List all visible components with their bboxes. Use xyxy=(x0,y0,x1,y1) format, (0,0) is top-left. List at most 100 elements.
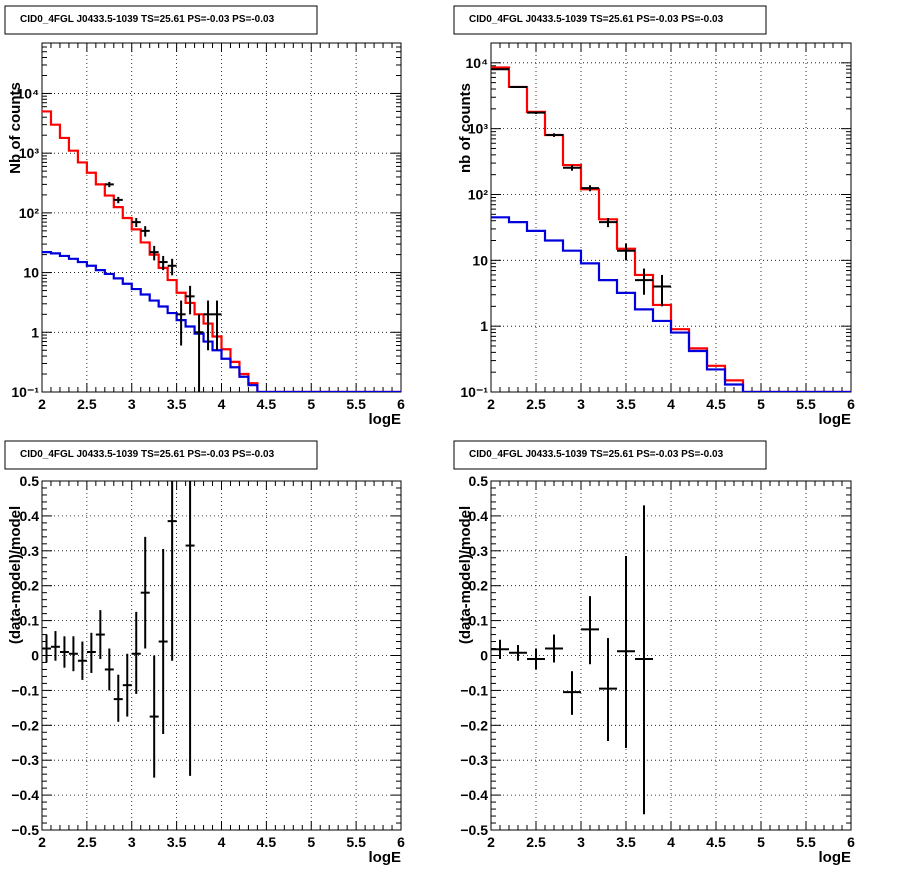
y-tick-label: −0.1 xyxy=(11,682,39,698)
x-axis-title: logE xyxy=(369,411,402,428)
data-point xyxy=(122,653,132,717)
y-axis-title: Nb of counts xyxy=(7,82,24,174)
y-tick-label: 10 xyxy=(23,265,39,281)
axis-ticks xyxy=(490,480,852,831)
data-point xyxy=(527,648,545,670)
x-tick-label: 2 xyxy=(487,396,495,412)
data-point xyxy=(158,255,168,271)
x-tick-label: 3.5 xyxy=(167,834,187,850)
data-point xyxy=(185,285,195,315)
x-tick-label: 3 xyxy=(577,396,585,412)
title-box xyxy=(453,5,767,35)
x-tick-label: 4 xyxy=(218,396,226,412)
data-point xyxy=(59,636,69,668)
y-tick-label: −0.5 xyxy=(460,822,488,838)
x-tick-label: 5 xyxy=(757,396,765,412)
x-tick-label: 4.5 xyxy=(257,834,277,850)
chart-title: CID0_4FGL J0433.5-1039 TS=25.61 PS=-0.03… xyxy=(469,14,724,25)
data-point xyxy=(95,610,105,659)
data-point xyxy=(635,505,653,815)
x-axis-title: logE xyxy=(819,849,852,866)
y-tick-label: 0.1 xyxy=(469,613,489,629)
x-tick-label: 2.5 xyxy=(77,396,97,412)
y-tick-label: 0.5 xyxy=(20,473,40,489)
x-tick-label: 3 xyxy=(128,834,136,850)
panel-top-left: 2 2.5 3 3.5 4 4.5 5 5.5 6 10⁻¹ 1 10 10² 10³ 10⁴ logE Nb … xyxy=(4,5,405,428)
plot-frame xyxy=(490,42,852,393)
y-tick-label: 10³ xyxy=(19,145,40,161)
x-tick-label: 3 xyxy=(128,396,136,412)
y-tick-label: 10⁴ xyxy=(466,55,489,71)
y-tick-label: 10⁴ xyxy=(17,85,40,101)
y-tick-label: 0.2 xyxy=(20,578,40,594)
x-tick-label: 2.5 xyxy=(526,396,546,412)
data-point xyxy=(212,300,222,351)
y-axis-title: (data-model)/model xyxy=(7,506,24,644)
y-axis-title: nb of counts xyxy=(457,83,474,173)
data-point xyxy=(185,481,195,776)
y-tick-label: 0.2 xyxy=(469,578,489,594)
data-point xyxy=(581,596,599,665)
data-points xyxy=(42,481,195,778)
plot-frame xyxy=(41,480,402,831)
title-box xyxy=(4,440,318,470)
x-tick-label: 4 xyxy=(667,834,675,850)
data-point xyxy=(599,638,617,742)
data-point xyxy=(203,300,213,351)
x-tick-label: 4.5 xyxy=(706,396,726,412)
x-tick-label: 2 xyxy=(38,834,46,850)
chart-title: CID0_4FGL J0433.5-1039 TS=25.61 PS=-0.03… xyxy=(469,449,724,460)
x-tick-label: 5 xyxy=(307,396,315,412)
chart-title: CID0_4FGL J0433.5-1039 TS=25.61 PS=-0.03… xyxy=(20,14,275,25)
y-tick-label: −0.3 xyxy=(11,752,39,768)
data-point xyxy=(563,165,581,171)
x-tick-label: 3.5 xyxy=(616,834,636,850)
x-tick-label: 3.5 xyxy=(167,396,187,412)
x-tick-label: 5.5 xyxy=(796,396,816,412)
x-tick-label: 4 xyxy=(218,834,226,850)
y-axis-title: (data-model)/model xyxy=(457,506,474,644)
data-point xyxy=(491,639,509,659)
data-point xyxy=(68,636,78,672)
x-tick-label: 5 xyxy=(307,834,315,850)
data-point xyxy=(158,549,168,735)
y-tick-label: 10⁻¹ xyxy=(11,384,39,400)
series-model-total-line xyxy=(491,66,851,392)
x-tick-label: 2.5 xyxy=(77,834,97,850)
axis-ticks xyxy=(41,480,402,831)
x-tick-label: 5.5 xyxy=(796,834,816,850)
data-point xyxy=(140,226,150,237)
x-tick-label: 6 xyxy=(847,834,855,850)
data-point xyxy=(509,645,527,661)
x-tick-label: 2 xyxy=(487,834,495,850)
data-point xyxy=(491,68,509,71)
data-point xyxy=(77,641,87,680)
title-box xyxy=(453,440,767,470)
data-point xyxy=(104,648,114,691)
series-model-total-line xyxy=(42,110,401,392)
x-tick-label: 3.5 xyxy=(616,396,636,412)
data-point xyxy=(617,556,635,748)
data-point xyxy=(581,185,599,192)
data-point xyxy=(176,300,186,346)
y-tick-label: 0.3 xyxy=(20,543,40,559)
x-tick-label: 6 xyxy=(847,396,855,412)
data-point xyxy=(653,274,671,307)
y-tick-label: 10² xyxy=(468,186,489,202)
data-point xyxy=(113,196,123,204)
panel-bottom-right: 2 2.5 3 3.5 4 4.5 5 5.5 6 −0.5 −0.4 −0.3 −0.2 −0.1 0 0.… xyxy=(453,440,855,866)
x-tick-label: 4.5 xyxy=(706,834,726,850)
data-point xyxy=(563,671,581,715)
data-points xyxy=(104,181,222,392)
y-tick-label: 0.4 xyxy=(469,508,489,524)
series-model-component-line xyxy=(491,216,851,392)
data-point xyxy=(167,258,177,276)
y-tick-label: 0 xyxy=(31,648,39,664)
x-tick-label: 5 xyxy=(757,834,765,850)
data-point xyxy=(194,314,204,392)
x-tick-label: 5.5 xyxy=(346,396,366,412)
data-point xyxy=(104,181,114,188)
y-tick-label: −0.1 xyxy=(460,682,488,698)
data-point xyxy=(167,481,177,661)
